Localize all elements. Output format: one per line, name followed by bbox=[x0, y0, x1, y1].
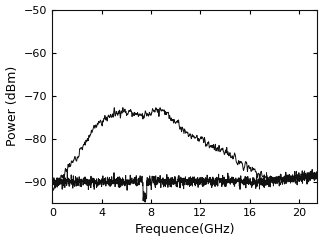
Y-axis label: Power (dBm): Power (dBm) bbox=[5, 66, 18, 146]
X-axis label: Frequence(GHz): Frequence(GHz) bbox=[135, 223, 235, 236]
